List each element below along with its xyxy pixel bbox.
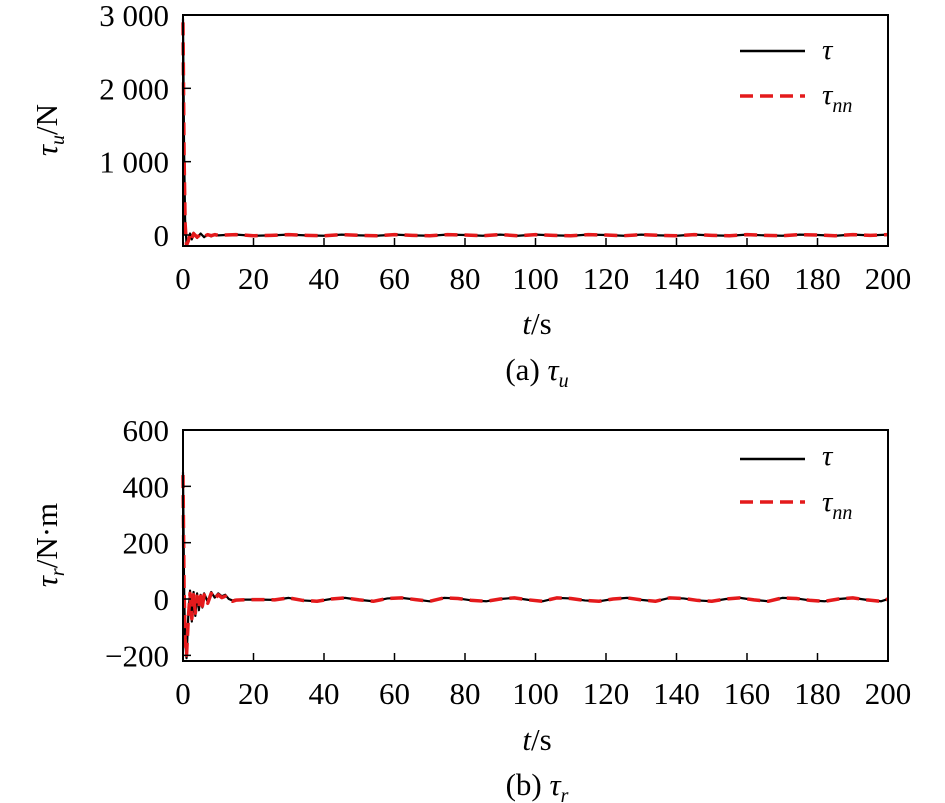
panel-b-series-layer bbox=[181, 472, 889, 660]
panel-b-x-tick-label: 160 bbox=[724, 676, 771, 711]
panel-b-x-tick-label: 20 bbox=[238, 676, 269, 711]
panel-a-x-tick-label: 100 bbox=[512, 261, 559, 296]
panel-a-caption: (a) τu bbox=[505, 352, 568, 392]
panel-a-plot-frame bbox=[182, 14, 889, 247]
panel-b-x-tick-label: 140 bbox=[653, 676, 700, 711]
panel-a-x-tick-label: 40 bbox=[309, 261, 340, 296]
panel-a-x-tick-label: 120 bbox=[583, 261, 630, 296]
panel-b-x-tick-label: 80 bbox=[450, 676, 481, 711]
panel-a-x-ticks: 0 20 40 60 80 100 120 140 160 180 200 bbox=[175, 238, 911, 296]
panel-a-x-tick-label: 140 bbox=[653, 261, 700, 296]
panel-b-y-ticks: −200 0 200 400 600 bbox=[105, 413, 191, 673]
panel-a-x-tick-label: 60 bbox=[379, 261, 410, 296]
panel-b-x-tick-label: 100 bbox=[512, 676, 559, 711]
panel-b-legend-label-taunn: τnn bbox=[822, 486, 852, 524]
panel-a-x-tick-label: 0 bbox=[175, 261, 191, 296]
panel-a-y-ticks: 0 1 000 2 000 3 000 bbox=[99, 0, 191, 253]
panel-a-legend-label-tau: τ bbox=[822, 34, 834, 66]
panel-a-x-tick-label: 160 bbox=[724, 261, 771, 296]
panel-b-legend-label-tau: τ bbox=[822, 440, 834, 472]
panel-a-y-tick-label: 0 bbox=[154, 218, 170, 253]
panel-b-series-line-taunn bbox=[181, 475, 889, 658]
panel-b-series-line-tau bbox=[181, 472, 889, 660]
panel-b-x-ticks: 0 20 40 60 80 100 120 140 160 180 200 bbox=[175, 653, 911, 711]
panel-a-series-line-tau bbox=[181, 18, 889, 245]
panel-b-x-tick-label: 200 bbox=[865, 676, 912, 711]
panel-a-y-tick-label: 2 000 bbox=[99, 71, 169, 106]
panel-a-y-tick-label: 3 000 bbox=[99, 0, 169, 33]
panel-b-y-tick-label: 200 bbox=[123, 526, 170, 561]
panel-a-x-tick-label: 80 bbox=[450, 261, 481, 296]
panel-a-x-tick-label: 20 bbox=[238, 261, 269, 296]
panel-b-y-tick-label: 400 bbox=[123, 469, 170, 504]
panel-a-series-layer bbox=[181, 18, 889, 248]
panel-b-x-tick-label: 0 bbox=[175, 676, 191, 711]
panel-a-legend-label-taunn: τnn bbox=[822, 79, 852, 117]
panel-a-legend: τ τnn bbox=[740, 34, 852, 117]
panel-a-y-axis-label: τu/N bbox=[29, 104, 69, 156]
panel-b-x-tick-label: 40 bbox=[309, 676, 340, 711]
panel-b-chart: 0 20 40 60 80 100 120 140 160 180 200 −20002004006… bbox=[29, 413, 911, 803]
panel-b-x-tick-label: 180 bbox=[794, 676, 841, 711]
panel-b-y-tick-label: 600 bbox=[123, 413, 170, 448]
panel-b-x-tick-label: 120 bbox=[583, 676, 630, 711]
panel-a-x-axis-label: t/s bbox=[522, 306, 551, 341]
panel-b-x-tick-label: 60 bbox=[379, 676, 410, 711]
panel-b-y-tick-label: −200 bbox=[105, 638, 169, 673]
panel-b-y-tick-label: 0 bbox=[154, 582, 170, 617]
panel-b-y-axis-label: τr/N·m bbox=[29, 503, 69, 587]
panel-b-plot-frame bbox=[182, 429, 889, 662]
panel-a-x-tick-label: 200 bbox=[865, 261, 912, 296]
panel-b-legend: τ τnn bbox=[740, 440, 852, 524]
panel-b-caption: (b) τr bbox=[506, 767, 569, 803]
panel-a-series-line-taunn bbox=[181, 22, 889, 248]
panel-b-x-axis-label: t/s bbox=[522, 722, 551, 757]
panel-a-chart: 0 20 40 60 80 100 120 140 160 180 200 0 1 000 2 000 3… bbox=[29, 0, 911, 392]
panel-a-y-tick-label: 1 000 bbox=[99, 145, 169, 180]
panel-a-x-tick-label: 180 bbox=[794, 261, 841, 296]
